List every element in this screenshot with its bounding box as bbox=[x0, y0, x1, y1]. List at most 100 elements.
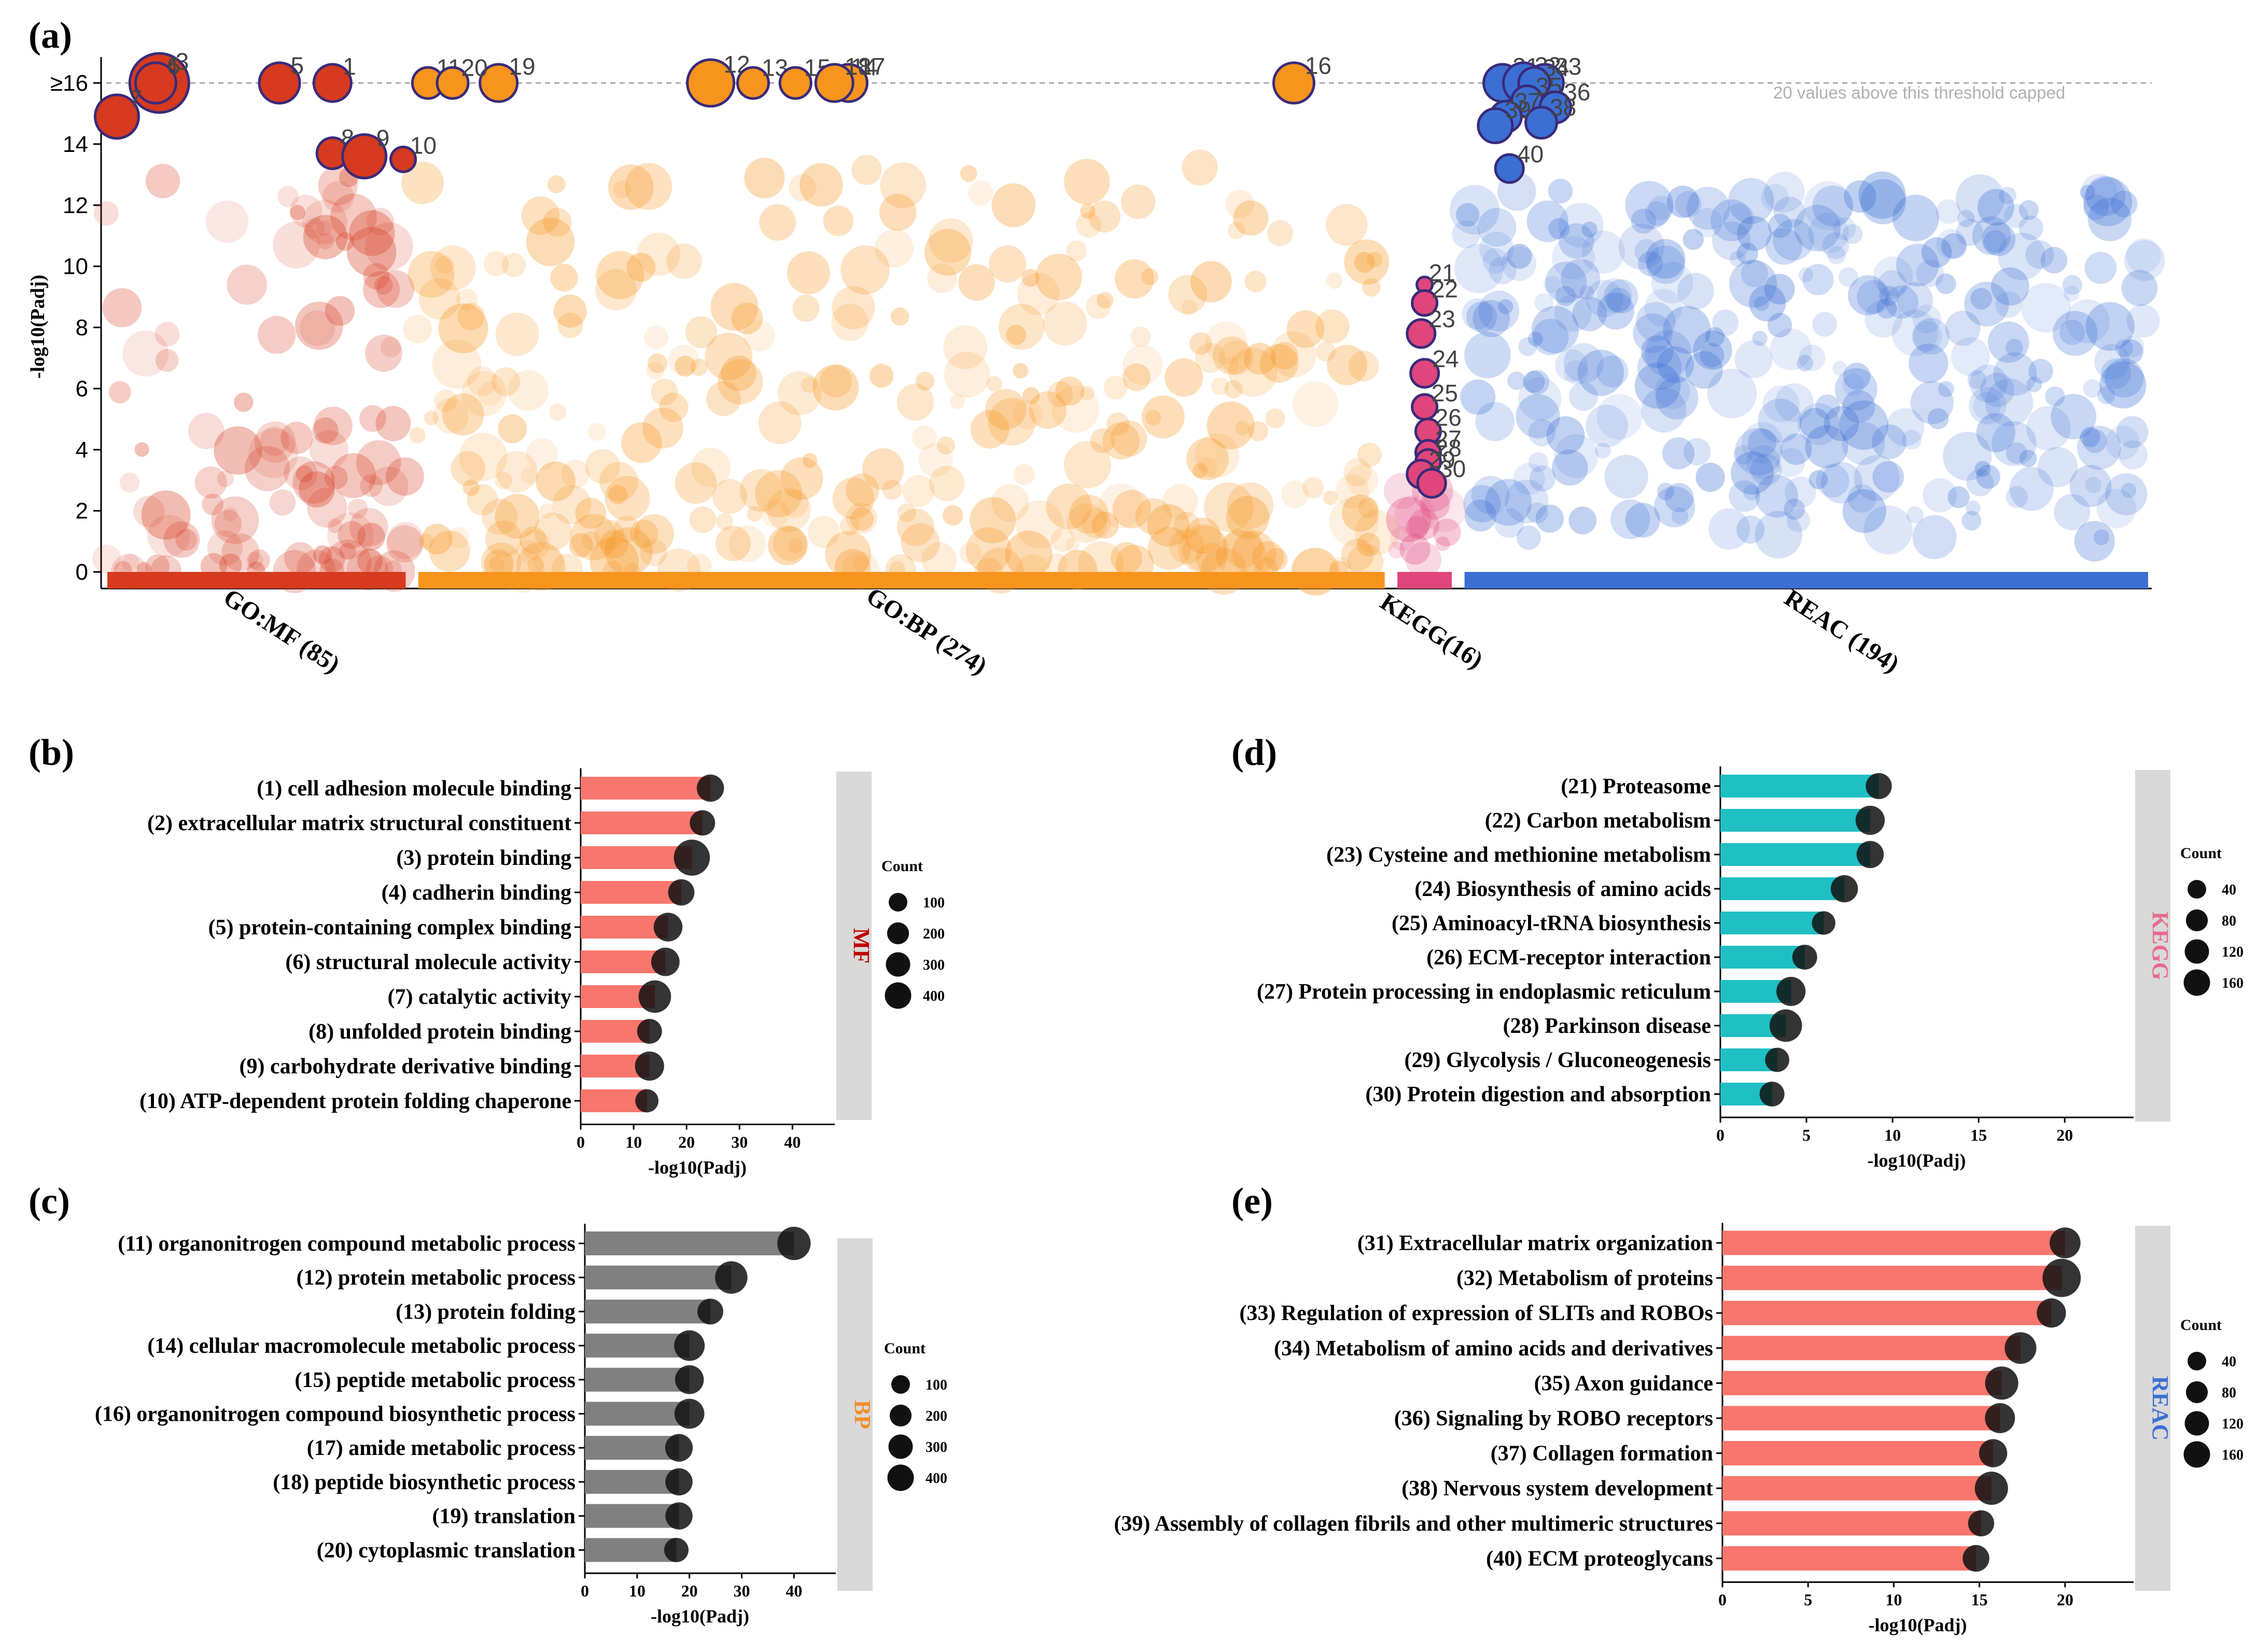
background-point bbox=[2105, 425, 2140, 460]
background-point bbox=[950, 394, 965, 409]
background-point bbox=[483, 251, 509, 276]
x-tick-label: 20 bbox=[678, 1133, 695, 1152]
background-point bbox=[1941, 233, 1967, 259]
background-point bbox=[802, 453, 818, 468]
background-point bbox=[223, 507, 238, 522]
background-point bbox=[1947, 486, 1970, 509]
count-dot bbox=[635, 1089, 658, 1113]
background-point bbox=[1638, 251, 1663, 276]
x-axis-title: -log10(Padj) bbox=[651, 1606, 749, 1627]
background-point bbox=[1390, 526, 1415, 551]
background-point bbox=[585, 449, 620, 484]
background-point bbox=[581, 531, 601, 551]
background-point bbox=[520, 529, 550, 560]
background-point bbox=[347, 498, 368, 519]
group-label: REAC (194) bbox=[1779, 584, 1904, 678]
background-point bbox=[435, 255, 454, 274]
bar bbox=[585, 1334, 690, 1358]
category-label: (2) extracellular matrix structural cons… bbox=[147, 811, 571, 835]
background-point bbox=[1957, 209, 1975, 228]
background-point bbox=[1551, 236, 1595, 279]
background-point bbox=[1764, 273, 1795, 305]
background-point bbox=[1683, 229, 1704, 250]
background-point bbox=[1625, 181, 1674, 230]
background-point bbox=[659, 393, 689, 422]
background-point bbox=[386, 457, 424, 496]
background-point bbox=[1464, 499, 1497, 532]
background-point bbox=[1927, 408, 1949, 429]
background-point bbox=[526, 217, 575, 267]
background-point bbox=[1892, 194, 1939, 242]
background-point bbox=[401, 161, 444, 204]
background-point bbox=[363, 263, 390, 290]
bar bbox=[585, 1436, 679, 1460]
background-point bbox=[1293, 381, 1339, 427]
count-dot bbox=[1759, 1082, 1785, 1107]
background-point bbox=[1604, 279, 1638, 314]
background-point bbox=[801, 376, 818, 393]
background-point bbox=[1315, 309, 1350, 344]
background-point bbox=[1973, 391, 2001, 420]
background-point bbox=[1454, 244, 1504, 293]
background-point bbox=[1773, 197, 1805, 229]
point-label: 26 bbox=[1435, 404, 1462, 431]
legend-label: 100 bbox=[923, 895, 945, 911]
background-point bbox=[1784, 498, 1805, 520]
count-dot bbox=[638, 980, 671, 1013]
background-point bbox=[1577, 349, 1624, 396]
bar bbox=[1722, 1406, 2000, 1431]
background-point bbox=[299, 310, 335, 346]
background-point bbox=[1035, 254, 1082, 301]
background-point bbox=[758, 401, 802, 444]
background-point bbox=[840, 245, 890, 295]
background-point bbox=[989, 245, 1027, 283]
legend-swatch bbox=[885, 982, 912, 1009]
x-tick-label: 40 bbox=[784, 1133, 801, 1152]
y-tick-label: 2 bbox=[76, 498, 88, 524]
background-point bbox=[599, 461, 639, 501]
background-point bbox=[2026, 376, 2042, 393]
background-point bbox=[366, 207, 395, 235]
category-label: (18) peptide biosynthetic process bbox=[273, 1471, 576, 1494]
background-point bbox=[94, 201, 119, 226]
background-point bbox=[1750, 454, 1782, 486]
background-point bbox=[1581, 221, 1597, 237]
background-point bbox=[303, 215, 348, 259]
background-point bbox=[1657, 346, 1694, 384]
x-tick-label: 20 bbox=[681, 1581, 698, 1600]
count-dot bbox=[2050, 1227, 2081, 1258]
background-point bbox=[1799, 344, 1826, 371]
background-point bbox=[1976, 413, 2016, 453]
category-label: (32) Metabolism of proteins bbox=[1456, 1267, 1713, 1291]
background-point bbox=[630, 519, 658, 548]
background-point bbox=[651, 379, 678, 406]
background-point bbox=[2059, 319, 2085, 345]
background-point bbox=[360, 474, 383, 497]
background-point bbox=[1055, 376, 1085, 406]
background-point bbox=[1666, 185, 1699, 218]
background-point bbox=[1535, 505, 1564, 533]
background-point bbox=[2116, 416, 2149, 449]
background-point bbox=[1271, 342, 1299, 370]
background-point bbox=[1729, 250, 1746, 267]
legend-swatch bbox=[891, 1375, 910, 1394]
background-point bbox=[1348, 351, 1379, 382]
panel-label: (e) bbox=[1231, 1180, 1273, 1222]
background-point bbox=[1991, 267, 2029, 306]
background-point bbox=[1993, 352, 2037, 396]
background-point bbox=[1021, 269, 1040, 287]
category-label: (40) ECM proteoglycans bbox=[1486, 1547, 1713, 1571]
background-point bbox=[710, 283, 759, 331]
background-point bbox=[1625, 502, 1660, 538]
legend-label: 80 bbox=[2222, 1385, 2236, 1401]
background-point bbox=[211, 496, 259, 544]
background-point bbox=[408, 251, 455, 298]
highlight-point bbox=[389, 145, 417, 173]
background-point bbox=[1731, 451, 1774, 495]
background-point bbox=[1507, 244, 1532, 269]
background-point bbox=[1111, 420, 1147, 457]
background-point bbox=[605, 475, 650, 521]
background-point bbox=[768, 525, 808, 566]
category-label: (10) ATP-dependent protein folding chape… bbox=[139, 1089, 571, 1113]
background-point bbox=[743, 319, 775, 352]
